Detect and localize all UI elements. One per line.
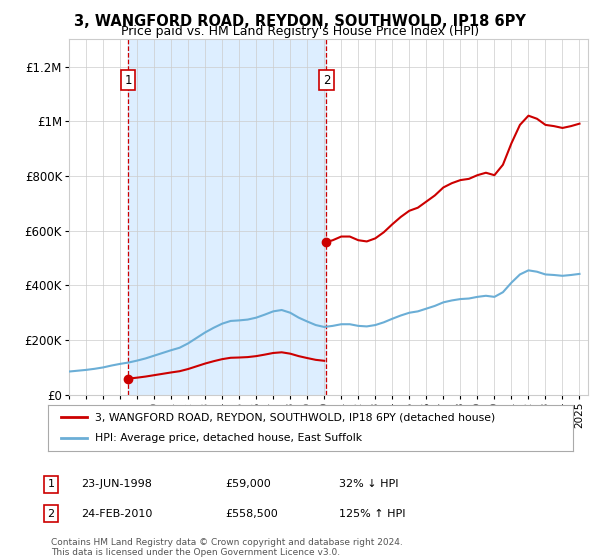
Text: 2: 2	[323, 74, 330, 87]
Text: 2: 2	[47, 508, 55, 519]
Text: 3, WANGFORD ROAD, REYDON, SOUTHWOLD, IP18 6PY: 3, WANGFORD ROAD, REYDON, SOUTHWOLD, IP1…	[74, 14, 526, 29]
Text: 1: 1	[124, 74, 132, 87]
Text: 1: 1	[47, 479, 55, 489]
Text: 3, WANGFORD ROAD, REYDON, SOUTHWOLD, IP18 6PY (detached house): 3, WANGFORD ROAD, REYDON, SOUTHWOLD, IP1…	[95, 412, 496, 422]
Text: Contains HM Land Registry data © Crown copyright and database right 2024.
This d: Contains HM Land Registry data © Crown c…	[51, 538, 403, 557]
Text: 24-FEB-2010: 24-FEB-2010	[81, 508, 152, 519]
Text: £59,000: £59,000	[225, 479, 271, 489]
Text: 32% ↓ HPI: 32% ↓ HPI	[339, 479, 398, 489]
Text: HPI: Average price, detached house, East Suffolk: HPI: Average price, detached house, East…	[95, 433, 362, 444]
Text: Price paid vs. HM Land Registry's House Price Index (HPI): Price paid vs. HM Land Registry's House …	[121, 25, 479, 38]
Text: 125% ↑ HPI: 125% ↑ HPI	[339, 508, 406, 519]
Text: £558,500: £558,500	[225, 508, 278, 519]
Text: 23-JUN-1998: 23-JUN-1998	[81, 479, 152, 489]
Bar	[128, 39, 326, 395]
